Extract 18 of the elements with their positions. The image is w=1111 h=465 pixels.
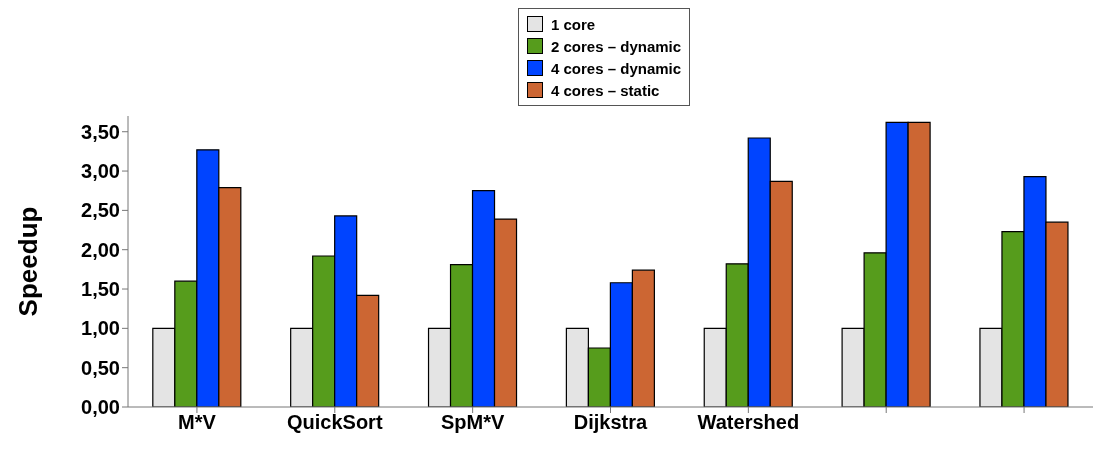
y-tick-label: 3,50	[81, 120, 120, 143]
y-tick-label: 1,00	[81, 317, 120, 340]
y-tick-label: 0,00	[81, 396, 120, 419]
x-tick-label: M*V	[178, 411, 217, 434]
y-tick-label: 0,50	[81, 356, 120, 379]
x-tick-label: Watershed	[697, 411, 800, 434]
y-axis-title: Speedup	[13, 206, 44, 317]
x-tick-label: QuickSort	[287, 411, 383, 434]
y-tick-label: 1,50	[81, 278, 120, 301]
legend-label: 1 core	[551, 15, 596, 33]
legend-label: 4 cores – static	[551, 81, 660, 99]
legend-label: 4 cores – dynamic	[551, 59, 682, 77]
y-tick-label: 2,50	[81, 199, 120, 222]
y-tick-label: 3,00	[81, 160, 120, 183]
y-tick-label: 2,00	[81, 238, 120, 261]
x-tick-label: SpM*V	[440, 411, 505, 434]
x-tick-label: Dijkstra	[573, 411, 649, 434]
legend-label: 2 cores – dynamic	[551, 37, 682, 55]
